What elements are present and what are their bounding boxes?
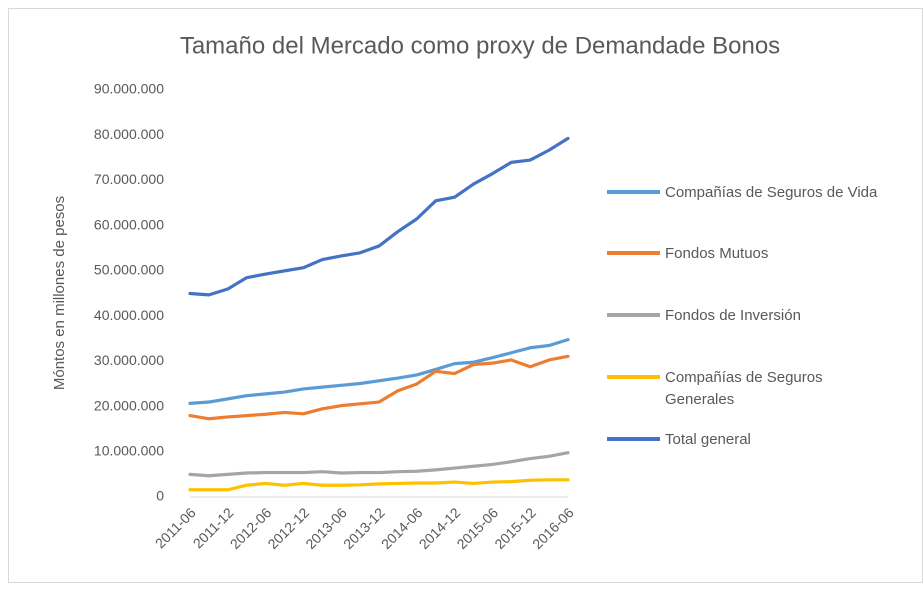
legend-item: Fondos de Inversión xyxy=(607,305,895,327)
y-tick-label: 80.000.000 xyxy=(94,126,164,142)
y-tick-label: 10.000.000 xyxy=(94,442,164,458)
legend-swatch xyxy=(607,375,660,379)
legend-swatch xyxy=(607,251,660,255)
y-tick-label: 20.000.000 xyxy=(94,397,164,413)
y-axis-title: Móntos en millones de pesos xyxy=(51,196,68,390)
legend-swatch xyxy=(607,190,660,194)
y-tick-label: 50.000.000 xyxy=(94,262,164,278)
series-line xyxy=(188,136,570,297)
chart-frame xyxy=(8,8,923,583)
y-tick-label: 40.000.000 xyxy=(94,307,164,323)
series-line xyxy=(188,354,570,421)
chart-title: Tamaño del Mercado como proxy de Demanda… xyxy=(180,32,780,59)
legend-label: Fondos de Inversión xyxy=(665,307,801,324)
legend-item: Compañías de Seguros Generales xyxy=(607,367,895,411)
series-line xyxy=(188,338,570,405)
legend-swatch xyxy=(607,313,660,317)
y-tick-label: 0 xyxy=(156,488,164,504)
y-tick-label: 90.000.000 xyxy=(94,81,164,97)
y-tick-label: 30.000.000 xyxy=(94,352,164,368)
legend-item: Total general xyxy=(607,429,895,451)
legend-label: Fondos Mutuos xyxy=(665,245,769,262)
legend-item: Fondos Mutuos xyxy=(607,243,895,265)
legend-label: Compañías de Seguros Generales xyxy=(665,369,823,408)
legend-item: Compañías de Seguros de Vida xyxy=(607,182,895,204)
legend-label: Total general xyxy=(665,431,751,448)
legend-swatch xyxy=(607,437,660,441)
legend-label: Compañías de Seguros de Vida xyxy=(665,184,878,201)
y-tick-label: 70.000.000 xyxy=(94,171,164,187)
series-line xyxy=(188,451,570,478)
series-line xyxy=(188,478,570,492)
y-tick-label: 60.000.000 xyxy=(94,216,164,232)
